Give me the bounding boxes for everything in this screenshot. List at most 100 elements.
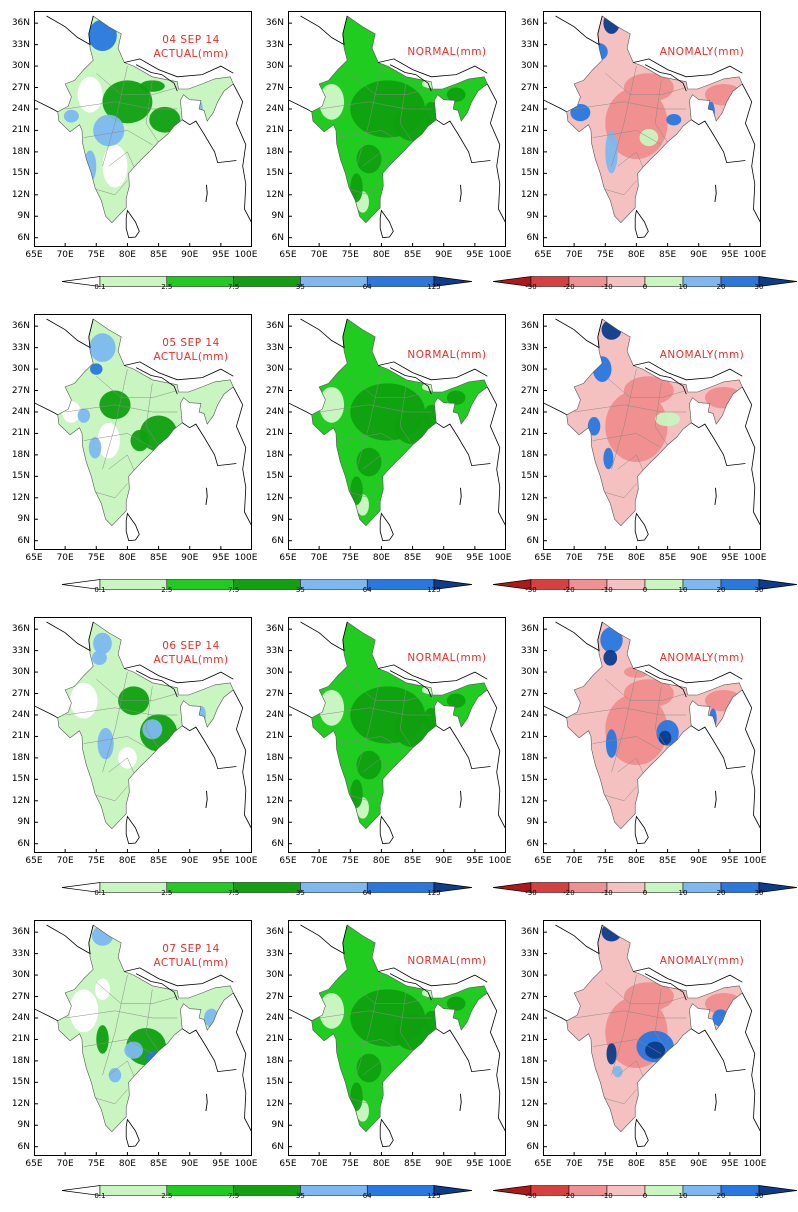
lat-tick-label: 27N (265, 82, 284, 93)
andaman-islands (205, 790, 208, 808)
lat-tick-label: 30N (265, 970, 284, 981)
lat-tick-label: 21N (265, 125, 284, 136)
colorbar-segment (644, 1185, 684, 1196)
lon-tick-label: 85E (149, 1159, 168, 1169)
lat-tick-label: 30N (11, 61, 30, 72)
lat-tick-label: 27N (265, 688, 284, 699)
colorbar-tick-label: 7.5 (228, 283, 240, 291)
colorbar-segment (720, 276, 760, 287)
colorbar-tick-label: 35 (295, 1192, 305, 1200)
rain-patch (96, 1025, 109, 1054)
lat-tick-label: 15N (265, 471, 284, 482)
country-border (543, 1008, 567, 1022)
anomaly-colorbar: -30 -20 -10 0 10 20 30 (492, 272, 798, 291)
rain-patch (356, 447, 382, 477)
lat-tick-label: 36N (265, 18, 284, 29)
map-panel-normal-2: 36N 33N 30N 27N 24N 21N 18N 15N 12N 9N 6N 65E 70E 75E… (266, 314, 511, 563)
colorbar-segment (682, 579, 722, 590)
lon-tick-label: 95E (212, 250, 230, 260)
lat-tick-label: 30N (520, 667, 539, 678)
country-border (633, 361, 743, 381)
map-panel-normal-4: 36N 33N 30N 27N 24N 21N 18N 15N 12N 9N 6N 65E 70E 75E… (266, 920, 511, 1169)
country-border (486, 386, 506, 527)
state-border (599, 180, 637, 196)
lon-tick-label: 95E (466, 553, 484, 563)
lat-tick-label: 21N (11, 428, 30, 439)
colorbar-segment (720, 1185, 760, 1196)
map-svg (34, 314, 252, 550)
country-border (555, 924, 603, 955)
lon-tick-label: 85E (149, 250, 168, 260)
map-frame (543, 920, 761, 1156)
lon-tick-label: 75E (596, 1159, 614, 1169)
colorbar-tick-label: 0 (642, 283, 648, 291)
actual-title: 07 SEP 14 ACTUAL(mm) (146, 942, 236, 970)
lat-tick-label: 9N (17, 514, 30, 525)
field-layer (574, 319, 743, 499)
lon-tick-label: 95E (212, 856, 230, 866)
lat-tick-label: 33N (520, 645, 539, 656)
colorbar-svg (61, 276, 473, 287)
map-svg (34, 920, 252, 1156)
lon-tick-label: 90E (181, 250, 199, 260)
lon-tick-label: 80E (627, 250, 645, 260)
country-border (135, 64, 178, 92)
lon-tick-label: 75E (87, 553, 105, 563)
colorbar-svg (492, 882, 798, 893)
india-outline (566, 318, 743, 527)
lon-tick-label: 95E (721, 553, 739, 563)
state-border (611, 369, 637, 470)
country-border (389, 973, 432, 1001)
colorbar-tick-label: 2.5 (161, 586, 173, 594)
state-border (337, 736, 407, 751)
lat-tick-label: 24N (265, 103, 284, 114)
country-border (46, 924, 94, 955)
country-border (300, 924, 348, 955)
colorbar-tick-label: -30 (525, 586, 537, 594)
lon-tick-label: 65E (279, 1159, 297, 1169)
anomaly-title: ANOMALY(mm) (659, 652, 745, 664)
lat-tick-label: 21N (520, 731, 539, 742)
lat-tick-label: 27N (520, 688, 539, 699)
colorbar-segment (644, 882, 684, 893)
country-border (633, 58, 743, 78)
lat-tick-label: 27N (11, 991, 30, 1002)
lat-tick-label: 6N (17, 232, 30, 243)
colorbar-tick-label: 125 (427, 889, 441, 897)
colorbar-right-arrow (433, 276, 473, 287)
colorbar-tick-label: -20 (563, 889, 575, 897)
lon-tick-label: 70E (310, 1159, 328, 1169)
lon-tick-label: 65E (279, 553, 297, 563)
lon-tick-label: 90E (435, 1159, 453, 1169)
lon-tick-label: 75E (596, 856, 614, 866)
map-frame (34, 920, 252, 1156)
sri-lanka-outline (379, 512, 394, 542)
lat-tick-label: 24N (520, 406, 539, 417)
map-frame (288, 920, 506, 1156)
lon-tick-label: 80E (372, 1159, 390, 1169)
field-layer (65, 925, 219, 1105)
lon-tick-label: 85E (658, 250, 677, 260)
country-border (300, 318, 348, 349)
lat-tick-label: 30N (11, 364, 30, 375)
lat-tick-label: 27N (11, 385, 30, 396)
country-border (378, 967, 488, 987)
map-frame (34, 11, 252, 247)
colorbar-tick-label: 20 (716, 283, 726, 291)
lon-tick-label: 90E (690, 856, 708, 866)
colorbar-tick-label: 2.5 (161, 889, 173, 897)
rain-patch (393, 408, 432, 445)
rain-patch (88, 19, 117, 52)
colorbar-segment (233, 1185, 301, 1196)
state-border (337, 1039, 407, 1054)
colorbar-tick-label: 7.5 (228, 586, 240, 594)
rain-patch (89, 333, 116, 362)
rain-patch (142, 719, 163, 740)
country-border (435, 422, 491, 467)
country-border (389, 367, 432, 395)
andaman-islands (714, 1093, 717, 1111)
negative-anomaly-patch (704, 689, 743, 712)
rainfall-colorbar: 0.1 2.5 7.5 35 64 125 (61, 1181, 473, 1200)
lon-tick-label: 65E (534, 856, 552, 866)
date-label: 06 SEP 14 (162, 640, 220, 652)
